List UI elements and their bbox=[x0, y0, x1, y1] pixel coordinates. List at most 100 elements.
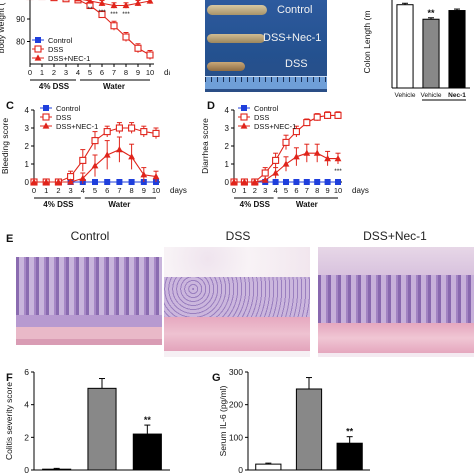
x-tick-label: 7 bbox=[117, 186, 121, 195]
data-point bbox=[146, 0, 154, 4]
y-tick-label: 3 bbox=[25, 124, 30, 133]
y-axis-label: Bleeding score bbox=[0, 118, 10, 175]
bar bbox=[42, 468, 72, 471]
data-point bbox=[251, 178, 259, 185]
photo-label-control: Control bbox=[277, 4, 313, 16]
legend-marker bbox=[240, 122, 248, 129]
data-point bbox=[282, 138, 290, 146]
data-point bbox=[110, 1, 118, 9]
y-tick-label: 2 bbox=[25, 142, 30, 151]
legend-label: Control bbox=[48, 36, 73, 45]
x-tick-label: 10 bbox=[152, 186, 160, 195]
data-point bbox=[324, 155, 331, 162]
data-point bbox=[30, 178, 38, 185]
legend-label: Control bbox=[56, 104, 81, 113]
legend-label: DSS+NEC-1 bbox=[48, 54, 90, 63]
histo-title-control: Control bbox=[70, 229, 110, 243]
panel-label-f: F bbox=[6, 372, 13, 384]
colon-length-chart: ** Vehicle ** Vehicle Nec-1 Colon Length (m DS… bbox=[362, 0, 470, 104]
legend-marker bbox=[35, 37, 41, 43]
data-point bbox=[283, 179, 289, 185]
x-tick-label: 4 bbox=[81, 186, 85, 195]
phase-label-dss: 4% DSS bbox=[39, 82, 70, 91]
data-point bbox=[261, 169, 269, 177]
y-tick-label: 1 bbox=[25, 160, 30, 169]
y-tick-label: 100 bbox=[229, 432, 243, 442]
y-tick-label: 0 bbox=[238, 465, 243, 474]
significance-mark: ** bbox=[346, 427, 354, 437]
x-tick-label: 6 bbox=[294, 186, 298, 195]
histology-dss-nec1 bbox=[318, 247, 474, 357]
data-point bbox=[303, 149, 311, 156]
data-point bbox=[261, 176, 269, 183]
y-tick-label: 6 bbox=[24, 367, 29, 377]
data-point bbox=[334, 155, 342, 162]
y-axis-label: Serum IL-6 (pg/ml) bbox=[218, 385, 228, 456]
legend-marker bbox=[43, 105, 49, 111]
x-tick-label: 5 bbox=[93, 186, 97, 195]
x-tick-label: 1 bbox=[242, 186, 246, 195]
x-axis-label: days bbox=[164, 68, 170, 77]
data-point bbox=[334, 111, 342, 119]
data-point bbox=[79, 174, 87, 181]
data-point bbox=[134, 0, 142, 6]
data-point bbox=[313, 149, 321, 156]
x-tick-label: 6 bbox=[105, 186, 109, 195]
x-tick-label: 9 bbox=[136, 68, 140, 77]
x-tick-label: 5 bbox=[88, 68, 92, 77]
data-point bbox=[134, 44, 142, 52]
data-point bbox=[335, 179, 341, 185]
data-point bbox=[152, 129, 160, 137]
colitis-severity-chart: 0 2 4 6 ** Colitis severity score bbox=[4, 367, 170, 474]
bar bbox=[295, 388, 323, 471]
histology-control bbox=[16, 247, 162, 357]
data-point bbox=[230, 178, 238, 185]
x-tick-label: 8 bbox=[130, 186, 134, 195]
bar bbox=[87, 387, 117, 471]
colon-control bbox=[207, 5, 267, 15]
panel-label-d: D bbox=[207, 100, 215, 112]
data-point bbox=[98, 10, 106, 19]
data-point bbox=[140, 171, 148, 178]
x-tick-label: 5 bbox=[284, 186, 288, 195]
x-tick-label: 0 bbox=[28, 68, 32, 77]
data-point bbox=[74, 0, 82, 2]
data-point bbox=[293, 153, 300, 160]
legend-marker bbox=[241, 105, 247, 111]
y-tick-label: 4 bbox=[25, 106, 30, 115]
data-point bbox=[314, 179, 321, 185]
data-point bbox=[272, 156, 280, 164]
data-point bbox=[103, 128, 111, 136]
data-point bbox=[152, 173, 160, 180]
colon-nec1 bbox=[207, 34, 265, 43]
colon-photo: Control DSS+Nec-1 DSS bbox=[205, 0, 327, 92]
phase-label-water: Water bbox=[103, 82, 125, 91]
panel-label-g: G bbox=[212, 372, 221, 384]
data-point bbox=[128, 153, 135, 160]
significance-mark: *** bbox=[98, 9, 106, 16]
x-tick-label: 8 bbox=[124, 68, 128, 77]
bar bbox=[448, 10, 466, 89]
data-point bbox=[74, 0, 82, 4]
data-point bbox=[42, 178, 50, 185]
significance-mark: *** bbox=[334, 168, 342, 175]
histo-title-dss: DSS bbox=[225, 229, 251, 243]
data-point bbox=[104, 179, 111, 185]
data-point bbox=[128, 124, 136, 132]
x-tick-label: 4 bbox=[76, 68, 80, 77]
y-tick-label: 80 bbox=[16, 38, 25, 47]
x-tick-label: 7 bbox=[305, 186, 309, 195]
x-axis-label: days bbox=[352, 186, 369, 195]
serum-il6-chart: 0 100 200 300 ** Serum IL-6 (pg/ml) bbox=[218, 367, 370, 474]
data-point bbox=[110, 22, 118, 30]
data-point bbox=[103, 151, 111, 158]
legend-marker bbox=[42, 122, 50, 129]
y-tick-label: 200 bbox=[229, 400, 243, 410]
y-tick-label: 3 bbox=[225, 124, 230, 133]
legend-marker bbox=[240, 113, 248, 121]
data-point bbox=[146, 51, 154, 59]
x-tick-label: 10 bbox=[334, 186, 342, 195]
x-tick-label: 1 bbox=[44, 186, 48, 195]
x-tick-label: 9 bbox=[142, 186, 146, 195]
